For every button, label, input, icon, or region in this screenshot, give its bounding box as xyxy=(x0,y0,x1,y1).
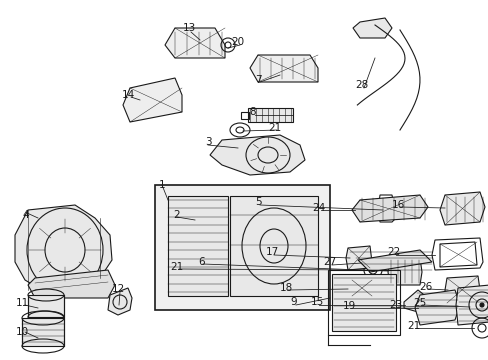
Text: 3: 3 xyxy=(204,137,211,147)
Polygon shape xyxy=(403,290,427,312)
Text: 6: 6 xyxy=(198,257,205,267)
Text: 23: 23 xyxy=(388,300,402,310)
Bar xyxy=(331,274,395,331)
Bar xyxy=(229,196,317,296)
Text: 21: 21 xyxy=(407,321,420,331)
Polygon shape xyxy=(414,290,459,325)
Text: 27: 27 xyxy=(323,257,336,267)
Polygon shape xyxy=(357,250,431,272)
Text: 11: 11 xyxy=(15,298,29,308)
Text: 13: 13 xyxy=(182,23,195,33)
Text: 2: 2 xyxy=(173,210,180,220)
Bar xyxy=(351,280,371,296)
Text: 21: 21 xyxy=(170,262,183,272)
Text: 19: 19 xyxy=(342,301,355,311)
Ellipse shape xyxy=(479,303,483,307)
Bar xyxy=(155,185,329,310)
Text: 17: 17 xyxy=(265,247,278,257)
Text: 9: 9 xyxy=(290,297,297,307)
Bar xyxy=(22,318,64,346)
Polygon shape xyxy=(444,276,479,303)
Text: 20: 20 xyxy=(231,37,244,47)
Text: 28: 28 xyxy=(355,80,368,90)
Text: 7: 7 xyxy=(254,75,261,85)
Polygon shape xyxy=(108,288,132,315)
Polygon shape xyxy=(439,192,484,225)
Polygon shape xyxy=(164,28,224,58)
Bar xyxy=(241,112,248,119)
Text: 4: 4 xyxy=(22,210,29,220)
Polygon shape xyxy=(346,246,371,270)
Text: 22: 22 xyxy=(386,247,400,257)
Text: 25: 25 xyxy=(412,298,426,308)
Polygon shape xyxy=(346,276,376,300)
Text: 16: 16 xyxy=(390,200,404,210)
Text: 12: 12 xyxy=(111,284,124,294)
Text: 14: 14 xyxy=(121,90,134,100)
Text: 21: 21 xyxy=(268,123,281,133)
Polygon shape xyxy=(209,135,305,175)
Text: 15: 15 xyxy=(310,297,323,307)
Polygon shape xyxy=(249,55,317,82)
Polygon shape xyxy=(455,285,488,325)
Text: 24: 24 xyxy=(312,203,325,213)
Text: 10: 10 xyxy=(16,327,28,337)
Polygon shape xyxy=(387,258,421,285)
Polygon shape xyxy=(28,270,115,298)
Bar xyxy=(247,108,292,122)
Polygon shape xyxy=(123,78,182,122)
Polygon shape xyxy=(352,18,391,38)
Text: 8: 8 xyxy=(249,107,256,117)
Bar xyxy=(327,270,399,335)
Bar xyxy=(28,295,64,317)
Text: 18: 18 xyxy=(279,283,292,293)
Polygon shape xyxy=(15,205,112,292)
Text: 26: 26 xyxy=(419,282,432,292)
Text: 1: 1 xyxy=(159,180,165,190)
Bar xyxy=(168,196,227,296)
Text: 5: 5 xyxy=(255,197,262,207)
Polygon shape xyxy=(351,195,427,222)
